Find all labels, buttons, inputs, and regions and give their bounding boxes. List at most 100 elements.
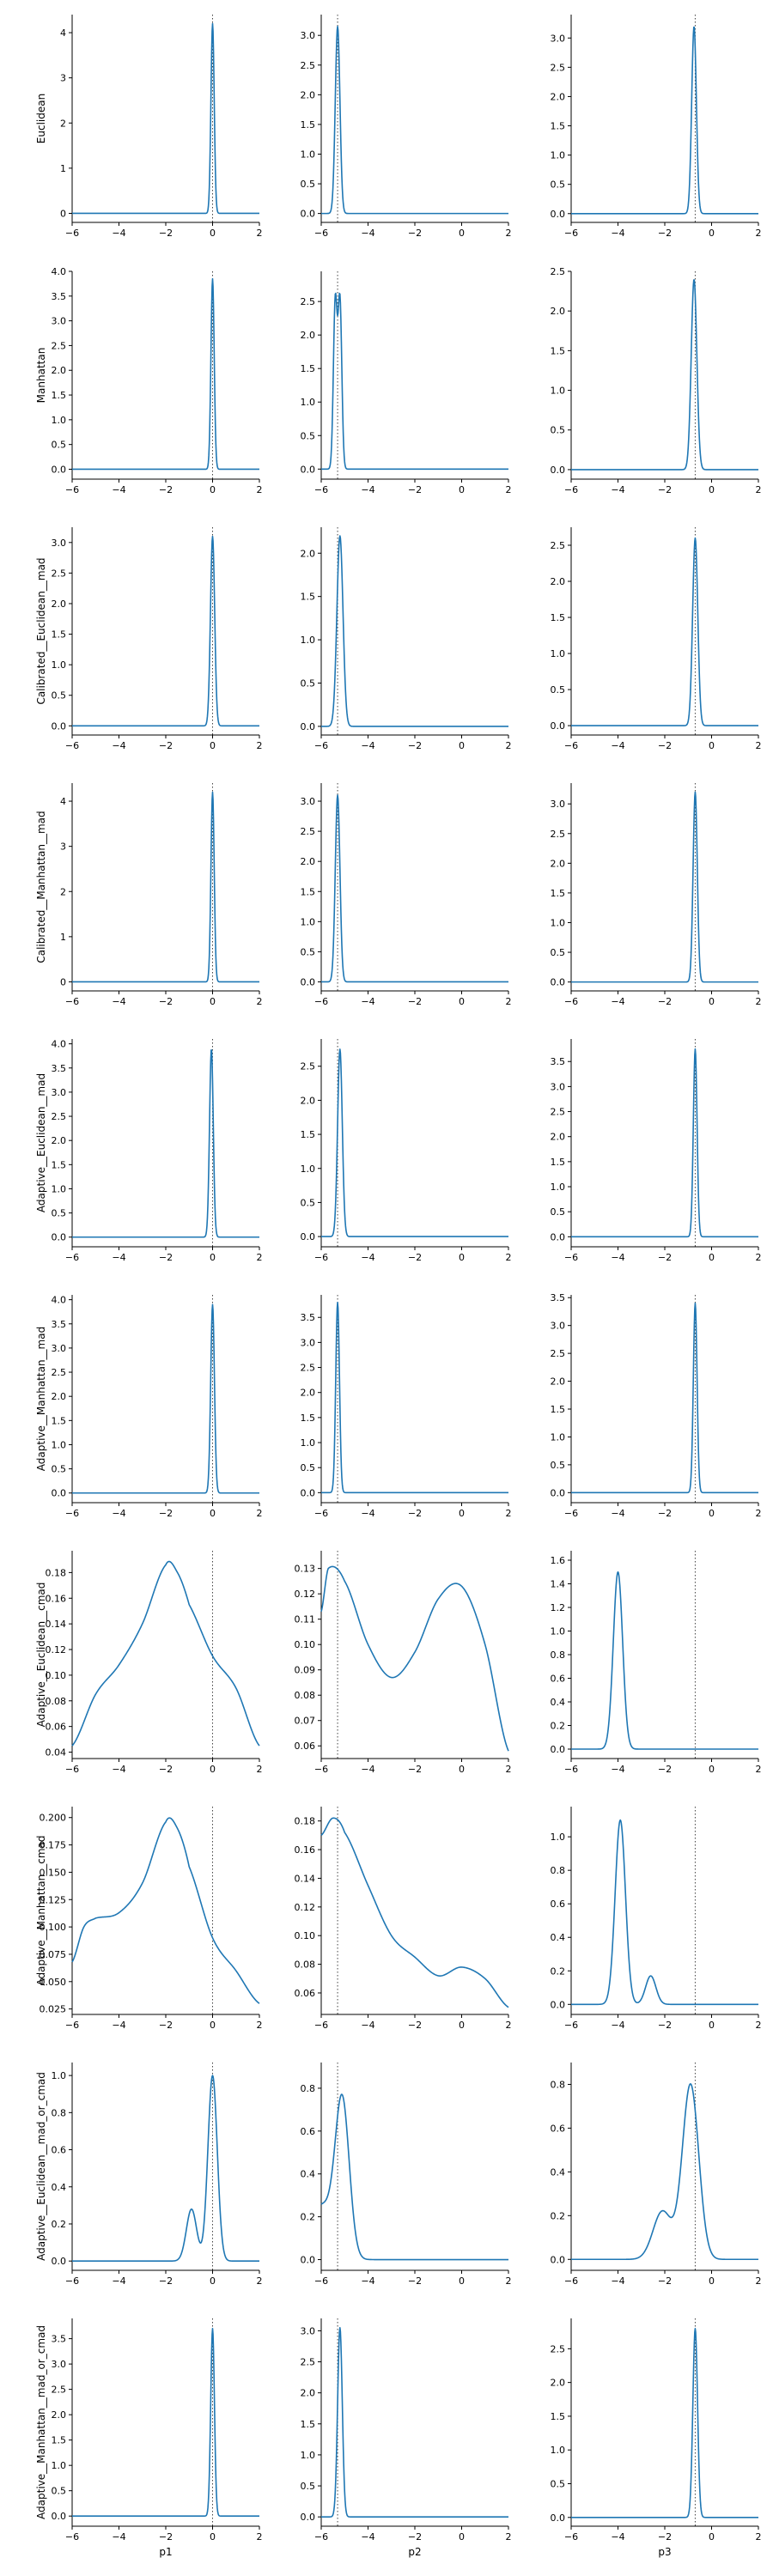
subplot-r2-c2: −6 −4 −2 0 2 0.0 0.5 1.0 1.5 2.0 2.5 <box>551 527 762 751</box>
y-tick-label: 0.10 <box>295 1930 316 1941</box>
x-tick-label: −2 <box>408 740 422 751</box>
subplot-r9-c2: −6 −4 −2 0 2 0.0 0.5 1.0 1.5 2.0 2.5 p3 <box>551 2318 762 2558</box>
y-tick-label: 0.16 <box>46 1593 67 1604</box>
y-tick-label: 2.0 <box>52 598 67 610</box>
y-tick-label: 0.6 <box>301 2126 316 2137</box>
x-tick-label: −4 <box>611 2275 624 2287</box>
x-tick-label: −4 <box>112 228 125 239</box>
y-tick-label: 0.2 <box>551 2210 566 2221</box>
x-tick-label: −6 <box>314 1764 328 1775</box>
density-line <box>320 2093 509 2261</box>
y-tick-label: 0.2 <box>551 1721 566 1732</box>
y-tick-label: 1.0 <box>551 1182 566 1193</box>
y-tick-label: 0.5 <box>551 425 566 436</box>
x-tick-label: −6 <box>564 996 578 1007</box>
x-tick-label: −2 <box>658 484 672 495</box>
x-tick-label: −6 <box>314 1508 328 1519</box>
x-tick-label: 0 <box>459 996 465 1007</box>
density-line <box>320 292 509 471</box>
y-tick-label: 2.0 <box>301 548 316 559</box>
y-tick-label: 0.06 <box>295 1988 316 1999</box>
y-tick-label: 0.5 <box>301 430 316 441</box>
y-tick-label: 0.5 <box>301 678 316 690</box>
x-tick-label: −2 <box>658 1508 672 1519</box>
density-line <box>320 794 509 983</box>
y-tick-label: 0.08 <box>295 1959 316 1971</box>
x-tick-label: 2 <box>756 1508 762 1519</box>
x-tick-label: −2 <box>408 2531 422 2543</box>
subplot-r7-c1: −6 −4 −2 0 2 0.06 0.08 0.10 0.12 0.14 0.16 0.18 <box>295 1807 512 2031</box>
y-tick-label: 2.5 <box>301 1363 316 1374</box>
x-tick-label: 0 <box>709 996 715 1007</box>
x-tick-label: −6 <box>314 740 328 751</box>
y-tick-label: 2 <box>60 886 66 897</box>
y-tick-label: 3.0 <box>52 2359 67 2370</box>
x-tick-label: −2 <box>159 1508 173 1519</box>
y-tick-label: 1.0 <box>551 1431 566 1443</box>
y-tick-label: 2.0 <box>301 1388 316 1399</box>
y-tick-label: 3.0 <box>52 538 67 549</box>
y-tick-label: 0.0 <box>301 2255 316 2266</box>
x-tick-label: −6 <box>65 2275 79 2287</box>
density-line <box>71 22 260 215</box>
y-tick-label: 0.0 <box>551 1231 566 1242</box>
x-axis-label: p1 <box>159 2546 172 2558</box>
y-tick-label: 0.8 <box>551 1649 566 1661</box>
y-tick-label: 3.0 <box>52 1087 67 1098</box>
y-tick-label: 0 <box>60 976 66 987</box>
x-tick-label: −2 <box>658 1252 672 1263</box>
y-tick-label: 1.0 <box>551 917 566 928</box>
subplot-r0-c2: −6 −4 −2 0 2 0.0 0.5 1.0 1.5 2.0 2.5 3.0 <box>551 15 762 239</box>
y-tick-label: 0.5 <box>301 1462 316 1473</box>
x-tick-label: −4 <box>112 996 125 1007</box>
y-tick-label: 1.0 <box>52 1439 67 1450</box>
x-tick-label: −4 <box>611 996 624 1007</box>
y-tick-label: 2.0 <box>301 1095 316 1106</box>
x-tick-label: −2 <box>658 2020 672 2031</box>
x-tick-label: −4 <box>611 484 624 495</box>
y-tick-label: 0.0 <box>301 721 316 732</box>
y-tick-label: 2 <box>60 118 66 129</box>
y-tick-label: 1.5 <box>551 2411 566 2422</box>
y-tick-label: 0.12 <box>295 1902 316 1913</box>
y-tick-label: 1.5 <box>301 363 316 374</box>
y-tick-label: 0.0 <box>551 1999 566 2010</box>
y-tick-label: 1.0 <box>301 149 316 160</box>
y-axis-label: Adaptive__Manhattan__cmad <box>35 1835 47 1985</box>
x-tick-label: 2 <box>756 1764 762 1775</box>
x-tick-label: 0 <box>459 484 465 495</box>
x-tick-label: 2 <box>257 2275 263 2287</box>
x-tick-label: −4 <box>361 228 374 239</box>
density-line <box>320 1565 509 1752</box>
x-tick-label: 2 <box>257 2531 263 2543</box>
y-tick-label: 0.06 <box>295 1741 316 1752</box>
x-tick-label: −2 <box>658 2531 672 2543</box>
density-line <box>71 1560 260 1747</box>
y-tick-label: 0.2 <box>52 2219 67 2230</box>
x-tick-label: −2 <box>658 2275 672 2287</box>
y-tick-label: 1.0 <box>551 386 566 397</box>
x-tick-label: −4 <box>361 1252 374 1263</box>
y-tick-label: 2.0 <box>52 1391 67 1402</box>
y-tick-label: 2.5 <box>52 2385 67 2396</box>
x-tick-label: 2 <box>506 996 512 1007</box>
x-tick-label: 2 <box>506 1764 512 1775</box>
x-tick-label: −6 <box>564 1508 578 1519</box>
x-tick-label: −6 <box>65 1252 79 1263</box>
y-tick-label: 0.0 <box>551 1744 566 1755</box>
y-tick-label: 1.5 <box>551 1157 566 1168</box>
y-tick-label: 2.0 <box>551 1376 566 1388</box>
y-tick-label: 0.6 <box>551 2123 566 2134</box>
y-tick-label: 1 <box>60 163 66 174</box>
x-tick-label: 0 <box>709 1764 715 1775</box>
y-axis-label: Calibrated__Euclidean__mad <box>35 557 47 704</box>
x-tick-label: 0 <box>459 2020 465 2031</box>
y-tick-label: 0.0 <box>551 2512 566 2524</box>
x-tick-label: −6 <box>314 2020 328 2031</box>
y-tick-label: 0.10 <box>46 1670 67 1681</box>
x-tick-label: −6 <box>65 228 79 239</box>
subplot-r5-c0: −6 −4 −2 0 2 0.0 0.5 1.0 1.5 2.0 2.5 3.0 3.5 4.0 Adapt… <box>35 1295 263 1519</box>
y-tick-label: 2.0 <box>551 1132 566 1143</box>
y-tick-label: 4 <box>60 796 66 807</box>
y-tick-label: 0.025 <box>40 2004 67 2015</box>
